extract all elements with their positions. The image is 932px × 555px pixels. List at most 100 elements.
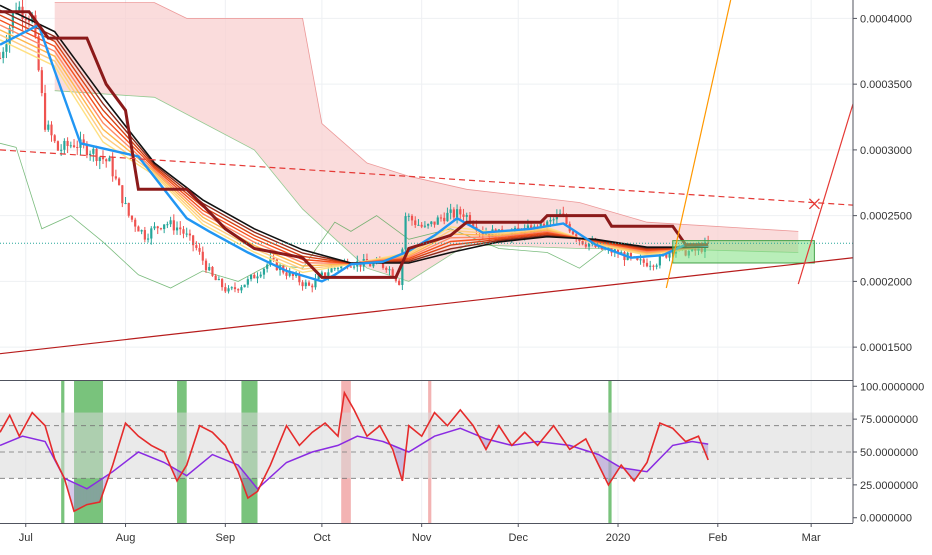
candle-body	[192, 235, 195, 246]
resistance-trendline	[0, 149, 854, 206]
candle-body	[153, 226, 156, 229]
candle-body	[40, 70, 43, 94]
candle-body	[465, 215, 468, 217]
candle-body	[262, 268, 266, 275]
osc-purple-line	[0, 427, 709, 490]
candle-body	[565, 216, 568, 224]
candle-body	[333, 268, 336, 270]
candle-body	[288, 272, 291, 276]
y-tick-label-0.0002500: 0.0002500	[860, 211, 912, 223]
candle-body	[639, 259, 642, 261]
candle-body	[298, 274, 301, 283]
orange-trendline	[665, 0, 732, 289]
candle-body	[140, 230, 143, 232]
candle-body	[108, 157, 111, 162]
candle-body	[549, 219, 552, 222]
candle-body	[208, 266, 211, 271]
y-tick-label-0.0002000: 0.0002000	[860, 276, 912, 288]
candle-body	[314, 279, 317, 288]
drawings-layer[interactable]	[0, 0, 854, 355]
osc-y-tick-label-25.0000000: 25.0000000	[860, 480, 918, 492]
candle-body	[66, 140, 69, 147]
candle-body	[629, 252, 632, 257]
candle-body	[272, 257, 275, 260]
candle-body	[163, 224, 166, 230]
osc-fill	[608, 460, 612, 485]
osc-fill	[90, 484, 94, 504]
candle-body	[134, 219, 137, 227]
candle-body	[385, 267, 388, 270]
candle-body	[571, 231, 575, 235]
candle-body	[89, 153, 92, 156]
candle-body	[246, 279, 249, 285]
candle-body	[156, 226, 159, 229]
candle-body	[98, 157, 101, 162]
candle-body	[394, 277, 398, 281]
osc-fill	[96, 480, 100, 503]
candle-body	[414, 220, 417, 225]
candle-body	[60, 149, 63, 151]
candle-body	[636, 257, 639, 261]
candle-body	[301, 282, 304, 287]
candle-body	[446, 212, 449, 222]
candle-body	[230, 287, 233, 289]
candle-body	[468, 215, 472, 224]
x-tick-label-Dec: Dec	[508, 532, 528, 544]
osc-y-tick-label-0.0000000: 0.0000000	[860, 513, 912, 525]
candle-body	[459, 209, 462, 215]
candle-body	[105, 159, 108, 162]
candle-body	[24, 18, 27, 21]
candle-body	[324, 272, 327, 276]
candle-body	[472, 223, 475, 227]
candle-body	[330, 268, 333, 273]
candle-body	[658, 255, 661, 266]
candle-body	[439, 217, 443, 219]
x-tick-label-Oct: Oct	[313, 532, 330, 544]
candle-body	[575, 234, 578, 239]
candle-body	[47, 124, 50, 130]
candle-body	[436, 217, 439, 225]
candle-body	[143, 230, 146, 240]
osc-fill	[598, 454, 602, 472]
x-tick-label-Nov: Nov	[412, 532, 432, 544]
ema-black-line	[0, 4, 709, 264]
candle-body	[221, 279, 224, 288]
axes-layer: 0.0004000 0.0003500 0.0003000 0.0002500 0.00…	[0, 0, 924, 544]
candle-body	[253, 274, 256, 279]
candle-body	[179, 227, 182, 230]
candle-body	[237, 289, 240, 291]
x-tick-label-Sep: Sep	[216, 532, 236, 544]
candle-body	[443, 217, 446, 222]
candle-body	[8, 27, 11, 45]
osc-band	[0, 412, 853, 479]
candle-body	[352, 266, 356, 268]
y-tick-label-0.0004000: 0.0004000	[860, 13, 912, 25]
candle-body	[5, 44, 8, 52]
candle-body	[214, 275, 217, 281]
candle-body	[642, 259, 645, 263]
candle-body	[381, 263, 385, 268]
candle-body	[275, 259, 278, 271]
candle-body	[233, 287, 237, 290]
candle-body	[584, 244, 587, 247]
candle-body	[336, 268, 340, 270]
candle-body	[404, 216, 407, 250]
osc-fill	[241, 469, 245, 490]
candle-body	[18, 6, 21, 11]
candle-body	[652, 265, 655, 267]
candle-body	[185, 233, 188, 235]
candle-body	[655, 265, 658, 267]
candle-body	[256, 276, 259, 279]
osc-fill	[83, 487, 87, 507]
candle-body	[0, 57, 2, 59]
candle-body	[526, 225, 529, 229]
intersection-marker	[808, 198, 820, 210]
candle-body	[217, 279, 220, 281]
candle-body	[117, 178, 121, 186]
candle-body	[665, 253, 668, 258]
candle-body	[243, 284, 246, 288]
candle-body	[188, 233, 192, 236]
osc-y-tick-label-50.0000000: 50.0000000	[860, 447, 918, 459]
